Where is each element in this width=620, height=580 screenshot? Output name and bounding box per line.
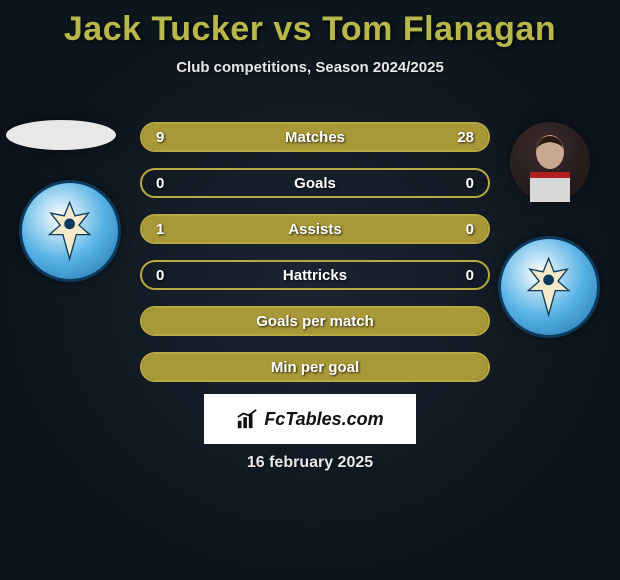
stat-label: Min per goal <box>142 359 488 376</box>
stat-row: 0Goals0 <box>140 168 490 198</box>
stat-label: Hattricks <box>142 267 488 284</box>
stat-label: Goals <box>142 175 488 192</box>
source-badge-text: FcTables.com <box>264 409 383 430</box>
stats-panel: 9Matches28 0Goals0 1Assists0 0Hattricks0 Goa… <box>140 122 490 398</box>
stat-label: Assists <box>142 221 488 238</box>
stat-row: Min per goal <box>140 352 490 382</box>
subtitle: Club competitions, Season 2024/2025 <box>0 59 620 76</box>
stat-row: 9Matches28 <box>140 122 490 152</box>
source-badge: FcTables.com <box>204 394 416 444</box>
stat-label: Matches <box>142 129 488 146</box>
player-silhouette-icon <box>510 122 590 202</box>
player1-club-badge <box>19 180 121 282</box>
stat-label: Goals per match <box>142 313 488 330</box>
stat-row: 0Hattricks0 <box>140 260 490 290</box>
page-title: Jack Tucker vs Tom Flanagan <box>0 0 620 49</box>
club-crest-icon <box>36 197 103 264</box>
player1-avatar <box>6 120 116 150</box>
stat-row: Goals per match <box>140 306 490 336</box>
player2-club-badge <box>498 236 600 338</box>
stat-row: 1Assists0 <box>140 214 490 244</box>
chart-icon <box>236 408 258 430</box>
date-label: 16 february 2025 <box>0 454 620 472</box>
club-crest-icon <box>515 253 582 320</box>
player2-avatar <box>510 122 590 202</box>
